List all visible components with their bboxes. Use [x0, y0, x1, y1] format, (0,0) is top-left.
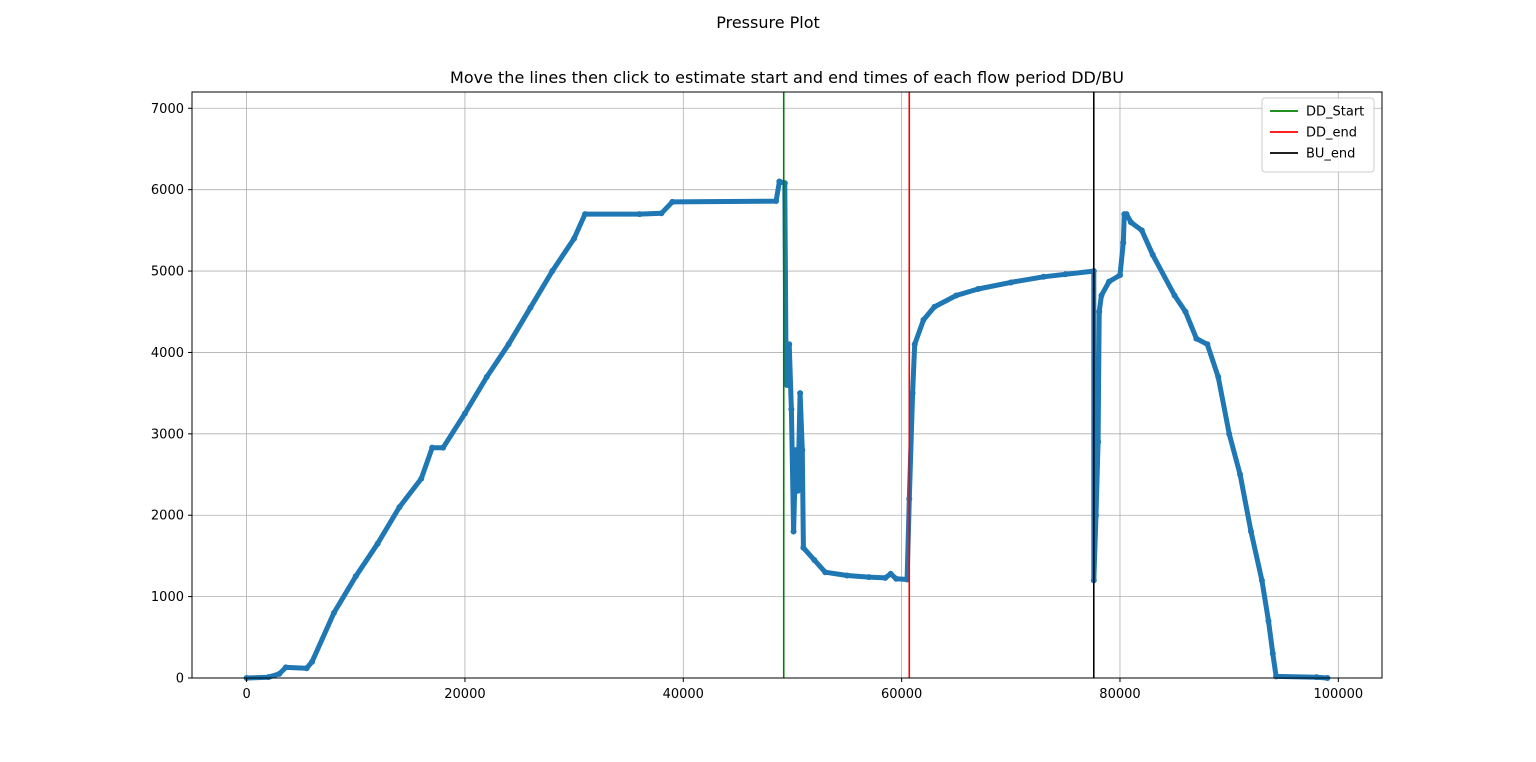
data-point [911, 341, 918, 348]
data-point [276, 670, 283, 677]
x-tick-label: 100000 [1314, 687, 1364, 702]
data-point [1120, 239, 1127, 246]
data-point [784, 382, 790, 388]
legend-label: DD_Start [1306, 105, 1364, 120]
data-point [396, 504, 403, 511]
y-tick-label: 7000 [151, 102, 184, 117]
data-point [909, 390, 916, 397]
data-point [1247, 528, 1254, 535]
data-point [882, 574, 889, 581]
series-trace [244, 179, 1330, 681]
data-point [1096, 308, 1103, 315]
data-point [1106, 278, 1113, 285]
data-point [1258, 577, 1265, 584]
data-point [582, 211, 589, 218]
y-tick-label: 4000 [151, 346, 184, 361]
data-point [975, 285, 982, 292]
plot-area[interactable]: 0 20000 40000 60000 80000 100000 0 1000 2000 3000… [151, 91, 1383, 702]
x-tick-label: 60000 [881, 687, 922, 702]
data-point [931, 303, 938, 310]
data-point [790, 528, 797, 535]
data-point [636, 211, 643, 218]
data-point [330, 609, 337, 616]
data-point [887, 570, 894, 577]
data-point [1123, 211, 1130, 218]
y-tick-label: 6000 [151, 183, 184, 198]
data-point [799, 447, 806, 454]
data-point [265, 674, 272, 681]
data-point [669, 198, 676, 205]
y-tick-label: 5000 [151, 265, 184, 280]
data-point [1040, 273, 1047, 280]
data-point [505, 341, 512, 348]
data-point [788, 406, 795, 413]
data-point [1062, 271, 1069, 278]
data-point [1265, 618, 1272, 625]
data-point [1138, 227, 1145, 234]
data-point [352, 573, 359, 580]
data-point [865, 574, 872, 581]
data-point [658, 210, 665, 217]
data-point [781, 180, 788, 187]
data-point [1127, 219, 1134, 226]
data-point [811, 556, 818, 563]
data-point [1226, 430, 1233, 437]
legend-label: BU_end [1306, 147, 1355, 162]
data-point [953, 292, 960, 299]
data-point [571, 235, 578, 242]
chart-title: Move the lines then click to estimate st… [450, 68, 1124, 87]
data-point [440, 444, 447, 451]
data-point [429, 444, 436, 451]
y-tick-label: 2000 [151, 509, 184, 524]
data-point [461, 410, 468, 417]
data-point [1007, 279, 1014, 286]
data-point [1098, 292, 1105, 299]
data-point [549, 268, 556, 275]
data-point [1193, 335, 1200, 342]
data-point [1116, 272, 1123, 279]
data-point [527, 304, 534, 311]
data-point [1269, 650, 1276, 657]
data-point [794, 487, 801, 494]
suptitle: Pressure Plot [716, 13, 820, 32]
y-tick-label: 3000 [151, 427, 184, 442]
data-point [303, 665, 310, 672]
data-point [282, 664, 289, 671]
data-point [893, 575, 900, 582]
data-point [776, 178, 783, 185]
x-tick-label: 80000 [1099, 687, 1140, 702]
data-point [920, 316, 927, 323]
x-tick-label: 0 [242, 687, 250, 702]
y-tick-label: 1000 [151, 590, 184, 605]
data-point [792, 447, 799, 454]
x-tick-label: 40000 [663, 687, 704, 702]
data-point [418, 475, 425, 482]
data-point [1171, 292, 1178, 299]
data-point [374, 540, 381, 547]
data-point [773, 198, 780, 205]
axes-frame [191, 91, 1383, 679]
data-point [1215, 373, 1222, 380]
legend-label: DD_end [1306, 126, 1357, 141]
data-point [1149, 251, 1156, 258]
data-point [309, 658, 316, 665]
data-point [1313, 674, 1320, 681]
data-point [822, 569, 829, 576]
data-point [786, 341, 793, 348]
legend: DD_Start DD_end BU_end [1261, 97, 1375, 173]
data-point [800, 544, 807, 551]
data-point [1237, 471, 1244, 478]
y-tick-label: 0 [176, 672, 184, 687]
data-point [1182, 308, 1189, 315]
data-point [1204, 341, 1211, 348]
data-point [483, 373, 490, 380]
x-tick-label: 20000 [444, 687, 485, 702]
data-point [844, 572, 851, 579]
data-point [797, 390, 804, 397]
data-point [1095, 438, 1102, 445]
